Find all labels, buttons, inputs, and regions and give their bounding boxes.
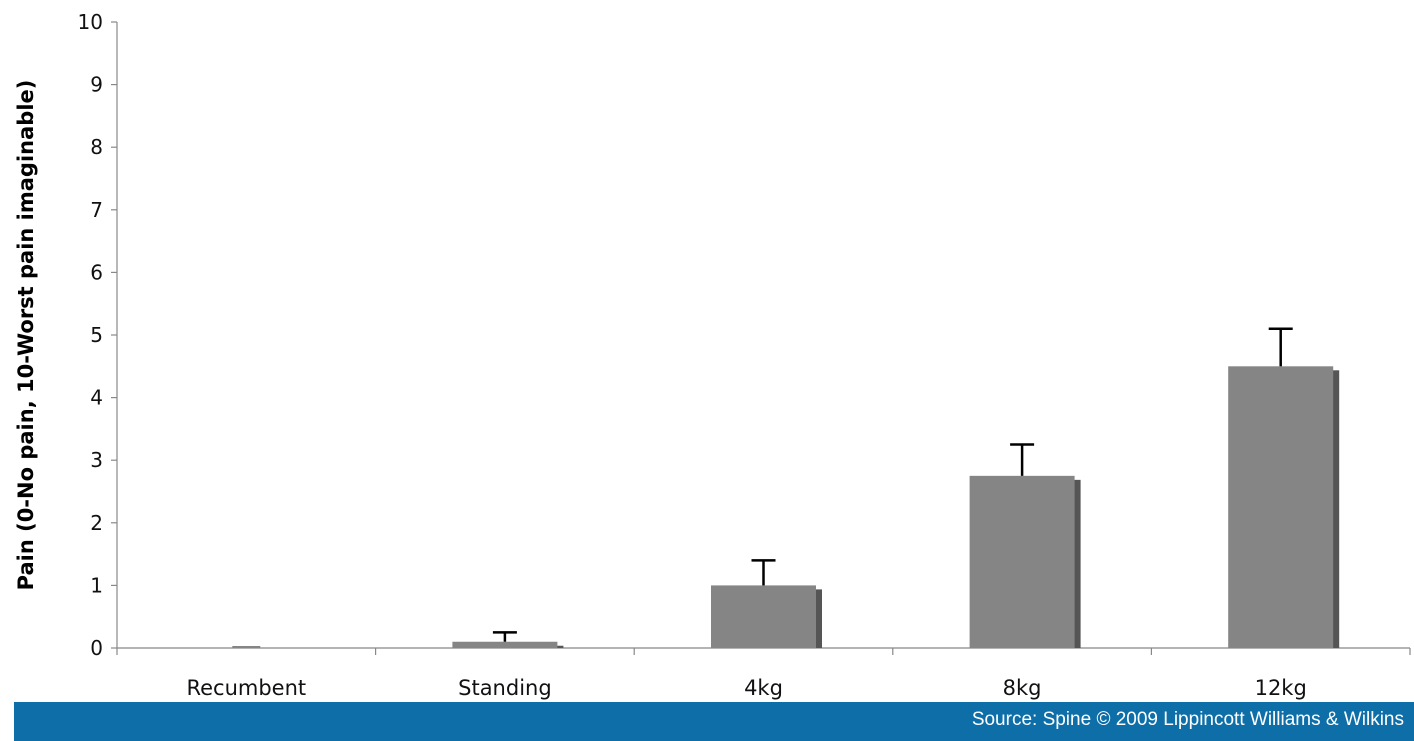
- y-tick-label: 0: [90, 636, 103, 660]
- x-category-label: 8kg: [1003, 676, 1042, 700]
- bars: [232, 327, 1340, 648]
- y-tick-label: 8: [90, 135, 103, 159]
- y-tick-label: 3: [90, 448, 103, 472]
- source-footer: Source: Spine © 2009 Lippincott Williams…: [14, 702, 1414, 741]
- x-category-label: 12kg: [1255, 676, 1307, 700]
- y-axis-title: Pain (0-No pain, 10-Worst pain imaginabl…: [14, 80, 38, 591]
- tick-labels: 0 1 2 3 4 5 6 7 8 9 10 Recumbent Standing 4kg 8kg 12kg: [78, 10, 1307, 700]
- bar-8kg: [969, 475, 1075, 648]
- x-category-label: Standing: [458, 676, 552, 700]
- y-tick-label: 9: [90, 73, 103, 97]
- y-tick-label: 2: [90, 511, 103, 535]
- y-tick-label: 1: [90, 573, 103, 597]
- bar-12kg: [1228, 366, 1334, 648]
- bar-standing: [452, 641, 558, 648]
- x-category-label: Recumbent: [186, 676, 306, 700]
- y-tick-label: 4: [90, 386, 103, 410]
- x-category-label: 4kg: [744, 676, 783, 700]
- y-tick-label: 6: [90, 260, 103, 284]
- y-tick-label: 7: [90, 198, 103, 222]
- source-text: Source: Spine © 2009 Lippincott Williams…: [971, 709, 1404, 730]
- y-tick-label: 10: [78, 10, 103, 34]
- y-tick-label: 5: [90, 323, 103, 347]
- bar-4kg: [711, 585, 816, 648]
